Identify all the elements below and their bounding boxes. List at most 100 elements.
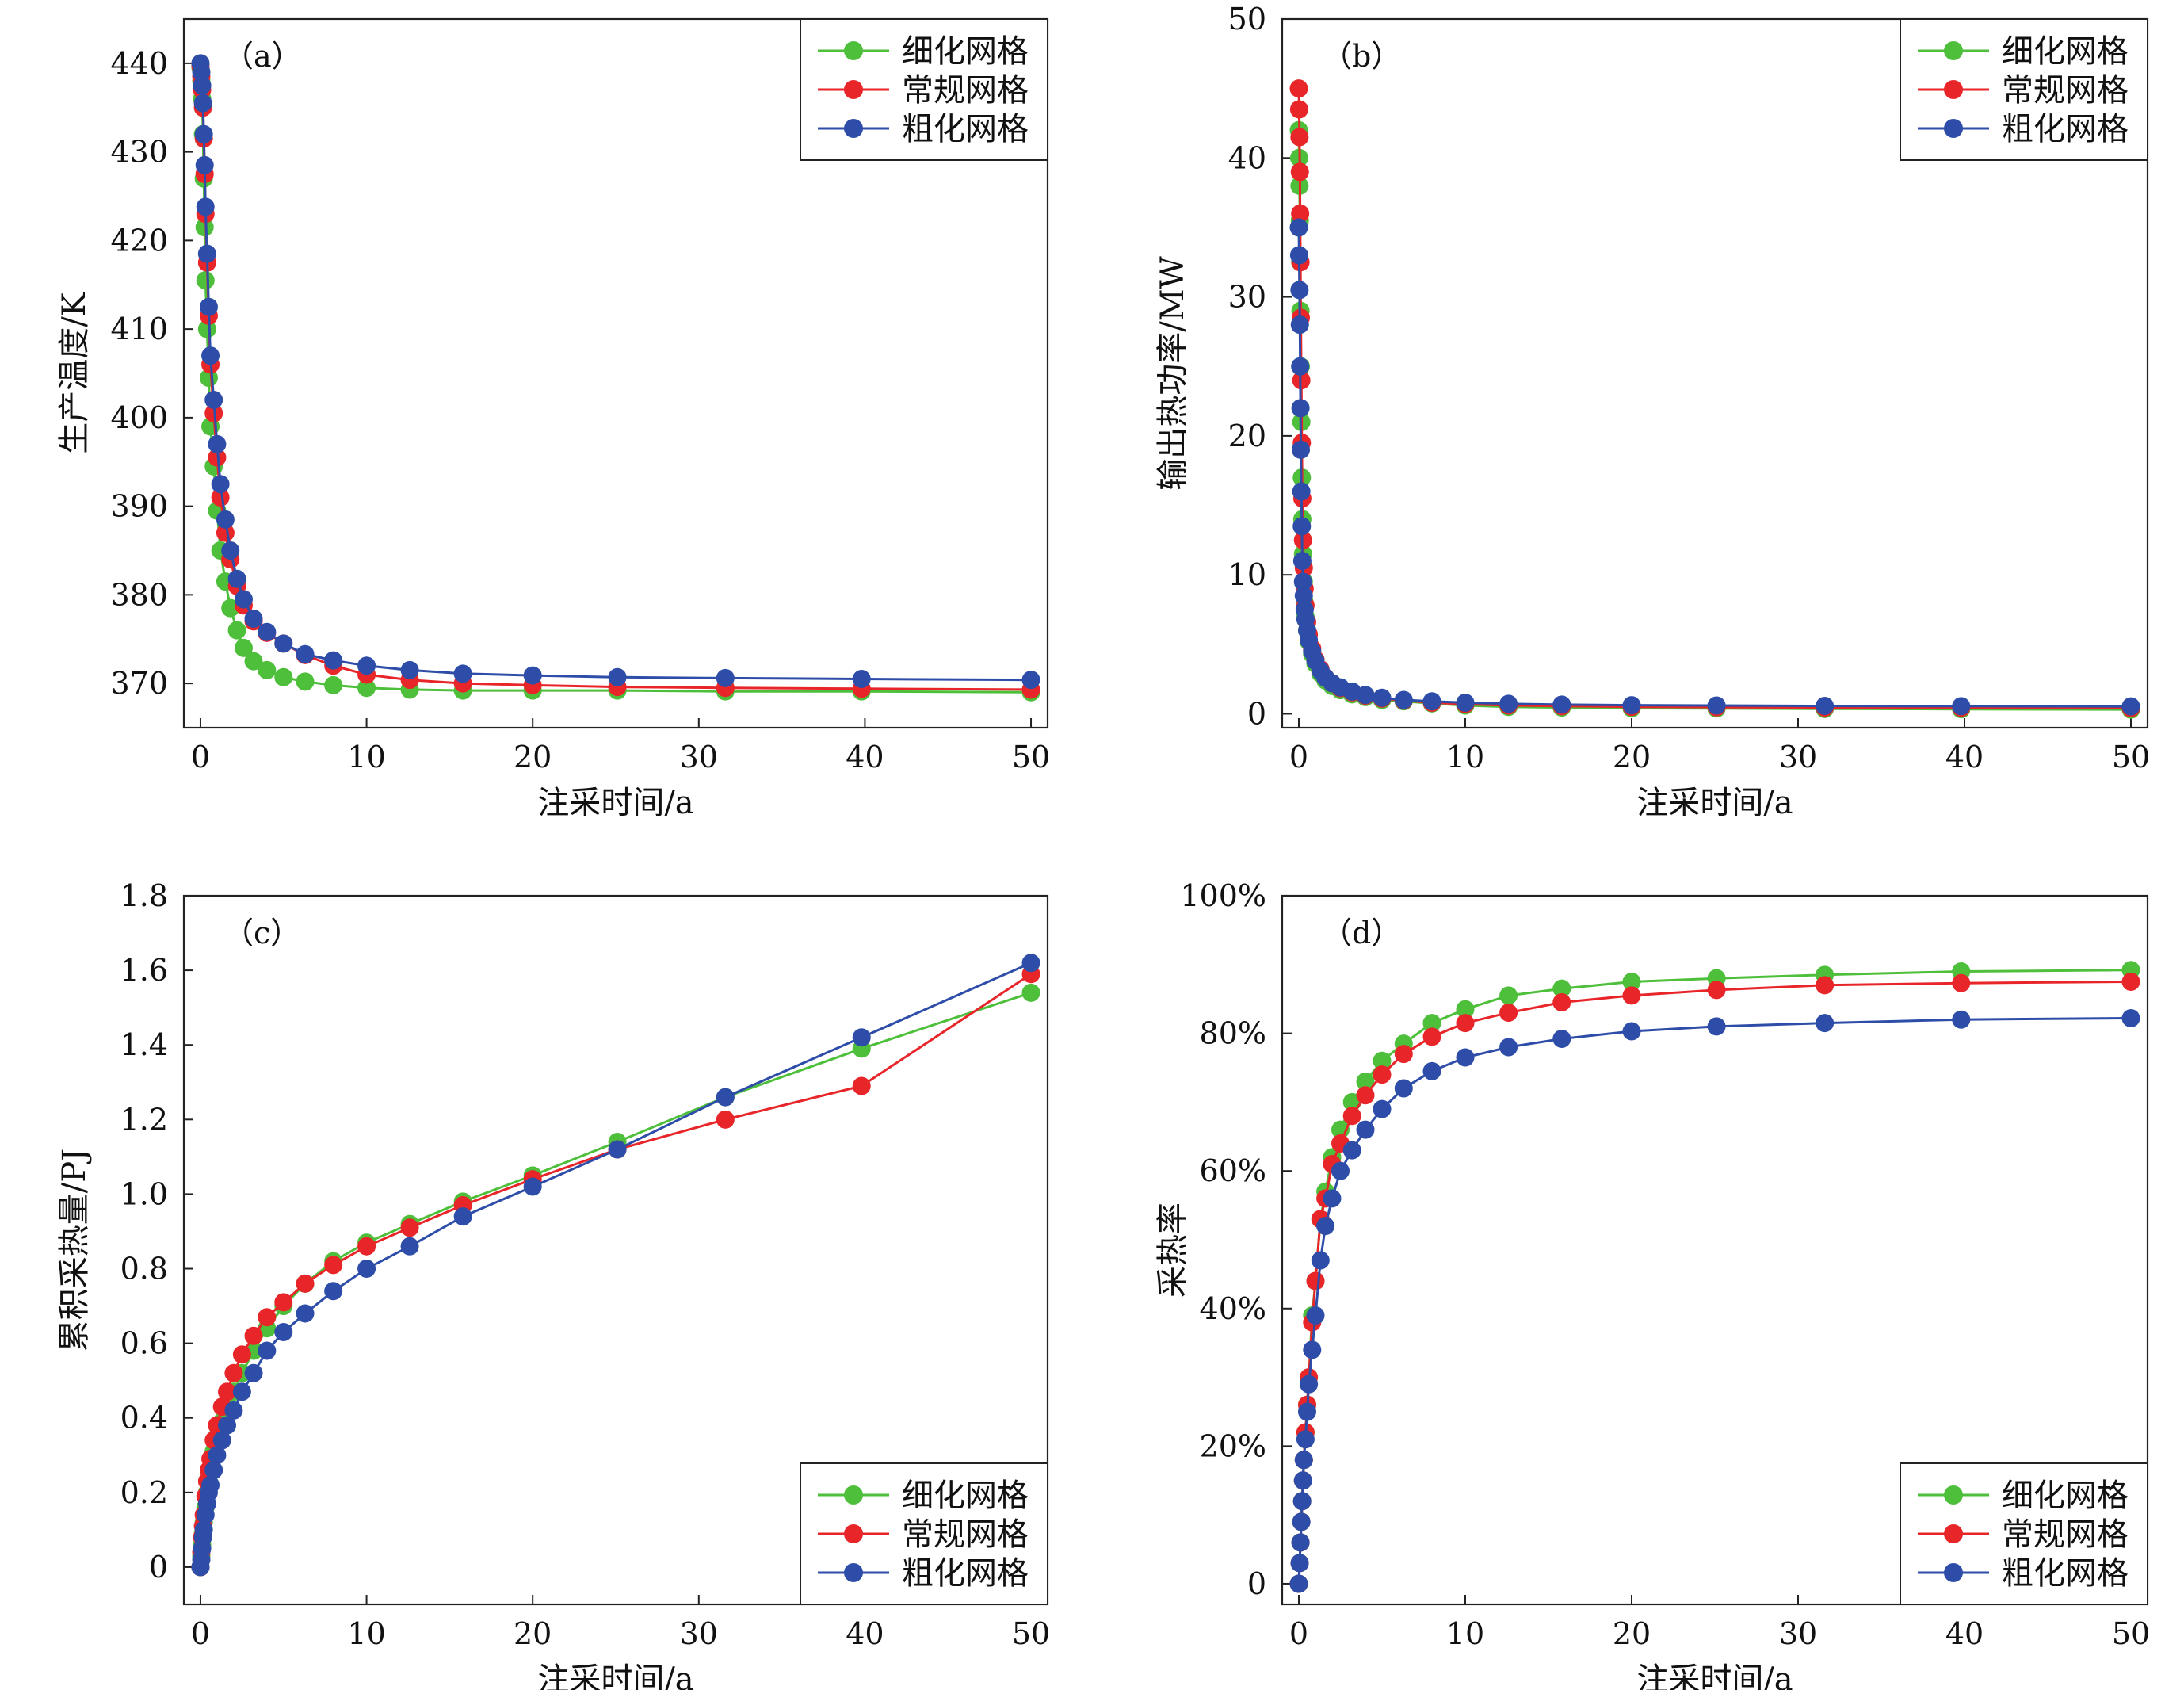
x-tick-label: 10 [1446, 740, 1484, 774]
x-tick-label: 50 [2112, 1616, 2150, 1651]
data-point [258, 622, 277, 641]
data-point [218, 1416, 236, 1435]
series-group [191, 954, 1040, 1577]
data-point [2121, 697, 2140, 716]
data-point [227, 621, 246, 640]
legend-label: 细化网格 [902, 33, 1029, 70]
x-tick-label: 20 [1613, 1616, 1651, 1651]
legend-label: 常规网格 [902, 1516, 1029, 1553]
data-point [244, 1326, 263, 1345]
y-axis-label: 输出热功率/MW [1155, 256, 1191, 491]
x-tick-label: 10 [347, 1616, 385, 1651]
data-point [2121, 1008, 2140, 1027]
x-axis-label: 注采时间/a [537, 785, 693, 821]
x-tick-label: 10 [347, 740, 385, 774]
data-point [400, 1237, 419, 1256]
legend-marker [1944, 119, 1963, 138]
legend-marker [844, 80, 863, 99]
data-point [716, 668, 735, 687]
data-point [296, 644, 315, 663]
plot-frame [182, 17, 1049, 729]
data-point [1622, 696, 1641, 715]
data-point [204, 1461, 223, 1480]
data-point [608, 667, 627, 686]
y-tick-label: 400 [110, 400, 168, 435]
data-point [608, 1140, 627, 1159]
data-point [258, 660, 277, 679]
data-point [1292, 552, 1312, 571]
data-point [1021, 983, 1040, 1002]
data-point [1394, 1045, 1413, 1064]
data-point [274, 667, 293, 686]
data-point [1622, 1022, 1641, 1041]
chart-panel-d: 0 10 20 30 40 50 0 20% 40% 60% 80% 100% 注采时间/a 采热率 （d）… [1155, 878, 2150, 1690]
y-tick-label: 20% [1200, 1428, 1266, 1463]
data-point [244, 1363, 263, 1382]
data-point [1499, 694, 1518, 713]
series-line [1297, 227, 2132, 708]
x-tick-label: 30 [1779, 1616, 1817, 1651]
legend-marker [1944, 80, 1963, 99]
panel-label: （c） [223, 916, 300, 950]
series-line [199, 67, 1032, 694]
data-point [258, 1341, 277, 1360]
y-tick-label: 1.2 [120, 1102, 168, 1137]
legend-label: 粗化网格 [2002, 1555, 2129, 1592]
x-tick-label: 0 [191, 740, 210, 774]
data-point [244, 610, 263, 629]
data-point [1456, 1014, 1475, 1033]
y-tick-label: 1.4 [120, 1027, 168, 1062]
x-tick-label: 20 [514, 740, 552, 774]
y-tick-label: 60% [1200, 1153, 1266, 1188]
data-point [1303, 1340, 1322, 1359]
data-point [1456, 1000, 1475, 1019]
data-point [1291, 204, 1310, 223]
data-point [1422, 1014, 1441, 1033]
x-axis-label: 注采时间/a [537, 1661, 693, 1690]
data-point [1290, 315, 1309, 335]
data-point [400, 660, 419, 679]
y-tick-label: 370 [110, 666, 168, 701]
data-point [232, 1345, 251, 1364]
data-point [1289, 218, 1308, 237]
data-point [274, 1323, 293, 1342]
x-tick-label: 0 [1289, 1616, 1308, 1651]
data-point [1293, 1471, 1312, 1490]
x-tick-label: 50 [1012, 740, 1050, 774]
data-point [324, 1282, 343, 1301]
x-tick-label: 0 [1289, 740, 1308, 774]
data-point [192, 63, 211, 82]
x-tick-label: 10 [1446, 1616, 1484, 1651]
y-tick-label: 0.8 [120, 1252, 168, 1287]
data-point [1707, 696, 1726, 715]
legend-marker [1944, 1563, 1963, 1582]
data-point [1952, 973, 1971, 992]
y-tick-label: 0.2 [120, 1475, 168, 1510]
panel-label: （b） [1322, 39, 1401, 74]
data-point [208, 434, 227, 453]
data-point [195, 218, 214, 237]
data-point [1552, 1030, 1571, 1049]
data-point [1292, 1512, 1311, 1531]
data-point [1499, 1004, 1518, 1023]
x-tick-label: 30 [680, 1616, 718, 1651]
y-tick-label: 390 [110, 489, 168, 524]
data-point [1293, 572, 1312, 591]
data-point [1290, 281, 1309, 300]
panel-label: （d） [1322, 916, 1401, 950]
data-point [523, 1177, 542, 1196]
data-point [1331, 1161, 1350, 1180]
data-point [1373, 1051, 1392, 1070]
data-point [296, 1304, 315, 1323]
data-point [1373, 1099, 1392, 1118]
y-tick-label: 10 [1228, 557, 1266, 592]
x-tick-label: 40 [846, 740, 884, 774]
x-axis-label: 注采时间/a [1636, 785, 1793, 821]
data-point [1311, 1251, 1330, 1270]
data-point [208, 1446, 227, 1465]
data-point [523, 666, 542, 685]
series-group [1289, 961, 2140, 1593]
data-point [324, 651, 343, 670]
y-tick-label: 0 [149, 1550, 168, 1585]
y-tick-label: 0.6 [120, 1326, 168, 1361]
